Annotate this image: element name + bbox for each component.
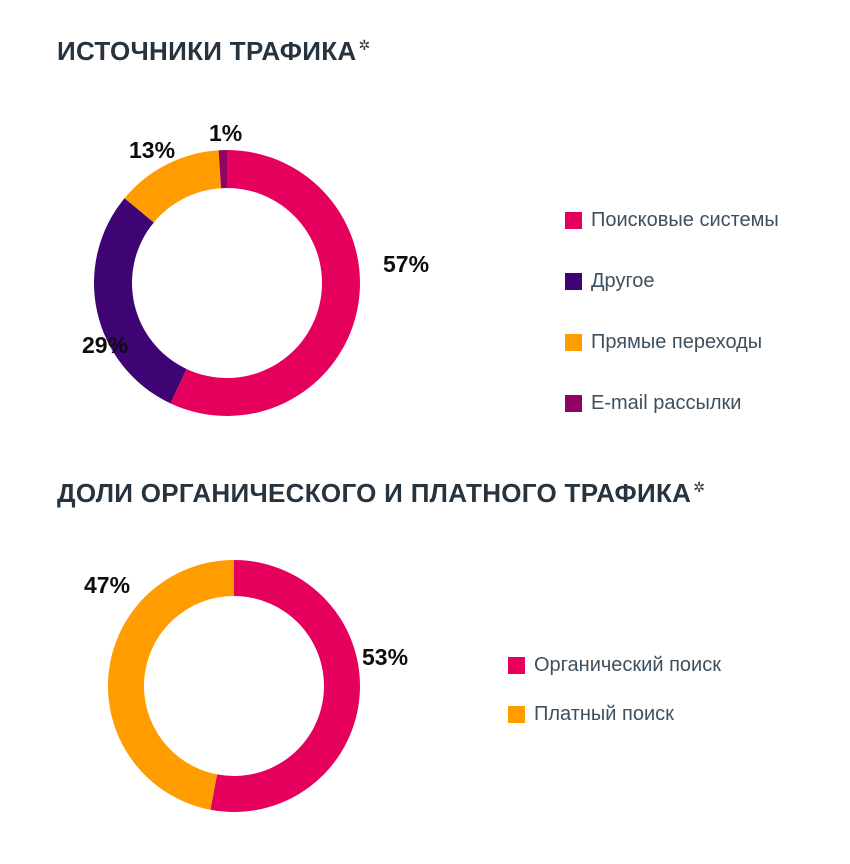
donut1-value-label-search: 57% [383, 251, 430, 277]
chart1-legend: Поисковые системы Другое Прямые переходы… [565, 209, 779, 453]
legend-item-direct: Прямые переходы [565, 331, 779, 354]
donut-segment-2 [124, 150, 222, 223]
legend-swatch-other [565, 273, 582, 290]
legend-swatch-organic-search [508, 657, 525, 674]
legend-label-direct: Прямые переходы [591, 331, 763, 353]
legend-label-paid-search: Платный поиск [534, 703, 674, 725]
donut2-value-label-organic: 53% [362, 644, 409, 670]
chart1-title-text: ИСТОЧНИКИ ТРАФИКА [57, 36, 357, 66]
traffic-sources-donut-chart [94, 150, 360, 416]
donut-segment-0 [170, 150, 360, 416]
organic-paid-donut-chart [108, 560, 360, 812]
legend-label-email: E-mail рассылки [591, 392, 742, 414]
legend-swatch-email [565, 395, 582, 412]
legend-item-organic-search: Органический поиск [508, 654, 721, 677]
legend-item-other: Другое [565, 270, 779, 293]
legend-label-other: Другое [591, 270, 655, 292]
legend-label-search-engines: Поисковые системы [591, 209, 779, 231]
donut-segment-0 [210, 560, 360, 812]
legend-swatch-search-engines [565, 212, 582, 229]
footnote-asterisk-icon: ✲ [358, 37, 371, 53]
donut-segment-3 [218, 150, 227, 189]
footnote-asterisk-icon: ✲ [693, 479, 706, 495]
legend-item-paid-search: Платный поиск [508, 703, 721, 726]
donut-segment-1 [94, 198, 187, 404]
chart2-legend: Органический поиск Платный поиск [508, 654, 721, 752]
legend-swatch-paid-search [508, 706, 525, 723]
donut2-value-label-paid: 47% [84, 572, 131, 598]
legend-swatch-direct [565, 334, 582, 351]
chart2-title: ДОЛИ ОРГАНИЧЕСКОГО И ПЛАТНОГО ТРАФИКА ✲ [57, 478, 705, 509]
legend-item-email: E-mail рассылки [565, 392, 779, 415]
donut1-value-label-other: 29% [82, 332, 129, 358]
legend-item-search-engines: Поисковые системы [565, 209, 779, 232]
donut1-value-label-email: 1% [209, 120, 243, 146]
legend-label-organic-search: Органический поиск [534, 654, 721, 676]
donut-segment-1 [108, 560, 234, 810]
donut1-value-label-direct: 13% [129, 137, 176, 163]
chart2-title-text: ДОЛИ ОРГАНИЧЕСКОГО И ПЛАТНОГО ТРАФИКА [57, 478, 692, 508]
chart1-title: ИСТОЧНИКИ ТРАФИКА ✲ [57, 36, 371, 67]
